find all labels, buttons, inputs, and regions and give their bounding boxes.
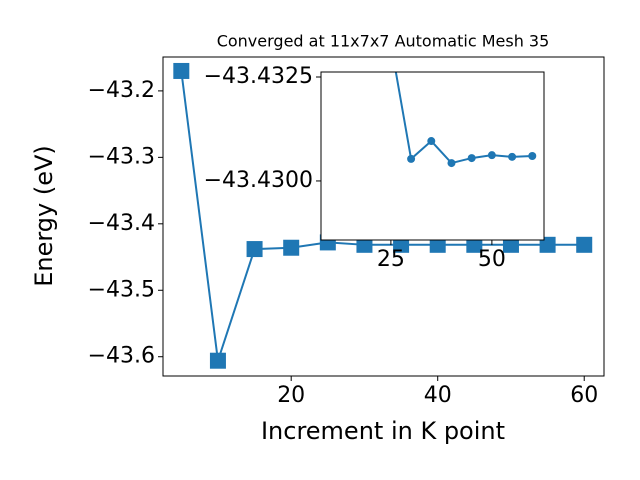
marker	[508, 152, 517, 161]
marker	[528, 152, 537, 160]
marker	[576, 236, 593, 253]
marker	[356, 236, 373, 253]
y-tick-label: −43.3	[88, 144, 155, 169]
marker	[427, 137, 436, 146]
plot-area	[394, 72, 537, 168]
marker	[246, 241, 263, 258]
y-tick-label: −43.6	[88, 344, 155, 369]
marker	[487, 151, 496, 160]
y-tick-label: −43.4	[88, 211, 155, 236]
x-tick-label: 40	[424, 383, 452, 408]
plot-area	[173, 62, 593, 369]
y-tick-label: −43.2	[88, 78, 155, 103]
y-tick-label: −43.4325	[204, 64, 313, 89]
marker	[429, 236, 446, 253]
x-tick-label: 50	[478, 247, 506, 272]
y-tick-label: −43.5	[88, 277, 155, 302]
y-tick-label: −43.4300	[204, 168, 313, 193]
y-axis-label: Energy (eV)	[30, 145, 58, 287]
x-tick-label: 20	[277, 383, 305, 408]
marker	[447, 159, 456, 168]
marker	[539, 236, 556, 253]
axes-frame	[162, 56, 605, 377]
marker	[466, 236, 483, 253]
marker	[209, 352, 226, 369]
x-axis-label: Increment in K point	[261, 417, 505, 445]
x-tick-label: 25	[377, 247, 405, 272]
marker	[173, 62, 190, 79]
chart-title: Converged at 11x7x7 Automatic Mesh 35	[217, 32, 550, 51]
marker	[407, 154, 416, 163]
marker	[283, 239, 300, 256]
marker	[502, 236, 519, 253]
marker	[467, 154, 476, 163]
marker	[393, 236, 410, 253]
x-tick-label: 60	[570, 383, 598, 408]
axes-frame	[320, 71, 545, 241]
